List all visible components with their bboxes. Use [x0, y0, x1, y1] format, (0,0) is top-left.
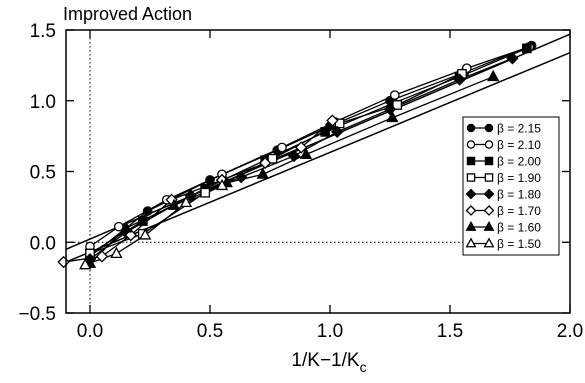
data-point-s5-3	[184, 189, 197, 202]
data-point-s5-4	[235, 170, 248, 184]
legend-label-3: β = 2.00	[497, 155, 541, 169]
legend-marker-3b	[484, 156, 494, 166]
data-point-s4-4	[267, 153, 278, 164]
data-point-s3-8	[521, 43, 532, 54]
data-point-s8-1	[79, 258, 92, 270]
legend-marker-5a	[465, 188, 477, 200]
legend-label-1: β = 2.15	[497, 122, 541, 136]
data-point-s8-3	[139, 228, 152, 240]
data-point-s1-2	[142, 206, 153, 216]
legend-marker-7b	[483, 220, 495, 231]
legend-marker-4a	[466, 173, 476, 182]
data-point-s1-3	[205, 175, 215, 185]
data-point-s5-6	[331, 125, 344, 139]
legend-marker-1b	[484, 123, 494, 133]
data-point-s3-2	[137, 216, 148, 226]
y-tick-label: 1.0	[30, 92, 56, 113]
x-tick-label: 1.5	[437, 321, 463, 342]
legend-label-5: β = 1.80	[497, 188, 541, 202]
x-axis-label-subscript: c	[360, 359, 367, 375]
series-line-1	[89, 44, 532, 257]
legend-label-6: β = 1.70	[497, 204, 541, 218]
legend-label-4: β = 1.90	[497, 171, 541, 185]
x-tick-label: 1.0	[317, 321, 343, 342]
fit-line-1	[65, 51, 571, 263]
legend-label-8: β = 1.50	[497, 237, 541, 251]
legend-marker-6a	[465, 205, 477, 216]
legend-marker-2b	[484, 140, 494, 149]
data-point-s2-5	[277, 142, 287, 153]
data-point-s5-9	[506, 52, 519, 65]
data-point-s7-3	[167, 198, 181, 210]
legend-label-2: β = 2.10	[497, 138, 541, 152]
legend-marker-8a	[465, 237, 477, 248]
data-point-s6-2	[95, 250, 109, 263]
legend-marker-6b	[483, 205, 495, 216]
x-tick-label: 2.0	[557, 321, 583, 342]
series-line-7	[89, 76, 494, 264]
data-point-s5-5	[287, 149, 301, 163]
data-point-s8-4	[179, 195, 193, 208]
data-point-s3-5	[320, 127, 331, 137]
legend-marker-8b	[483, 237, 495, 248]
legend-box	[462, 116, 560, 256]
legend-marker-7a	[465, 220, 477, 231]
data-point-s8-5	[215, 178, 229, 191]
data-point-s6-1	[57, 255, 70, 269]
data-point-s7-6	[299, 147, 313, 159]
y-tick-label: −0.5	[18, 304, 56, 325]
legend-marker-1a	[466, 123, 476, 133]
legend-marker-3a	[466, 156, 476, 166]
y-tick-label: 0.5	[30, 163, 56, 184]
data-point-s8-2	[110, 246, 123, 259]
x-tick-label: 0.5	[197, 321, 223, 342]
data-point-s7-5	[256, 167, 269, 179]
data-point-s6-8	[326, 114, 339, 127]
data-point-s2-2	[113, 221, 124, 232]
data-point-s6-7	[295, 141, 308, 154]
legend-marker-4b	[484, 173, 494, 182]
x-axis-label: 1/K−1/Kc	[291, 350, 366, 375]
data-point-s6-6	[259, 156, 272, 170]
data-point-s5-8	[453, 73, 466, 86]
x-axis-label-main: 1/K−1/K	[291, 350, 359, 371]
x-tick-label: 0.0	[77, 321, 103, 342]
data-point-s7-8	[487, 69, 500, 82]
data-point-s6-3	[124, 229, 137, 242]
legend-marker-5b	[483, 188, 495, 200]
plot-area: 0.0 0.5 1.0 1.5 2.0 −0.5 0.0 0.5 1.0 1.5	[18, 21, 583, 342]
data-point-s4-6	[392, 100, 403, 110]
y-tick-label: 0.0	[30, 233, 56, 254]
chart-title: Improved Action	[63, 4, 192, 24]
data-point-s7-7	[386, 110, 399, 123]
y-tick-label: 1.5	[30, 21, 56, 42]
legend: β = 2.15 β = 2.10 β = 2.00 β = 1.90 β = 1.80…	[462, 116, 560, 256]
data-point-s4-3	[200, 187, 211, 198]
data-point-s2-7	[389, 90, 400, 100]
legend-marker-2a	[466, 140, 476, 149]
legend-label-7: β = 1.60	[497, 221, 541, 235]
data-point-s7-2	[119, 221, 133, 233]
series-line-6	[63, 120, 333, 263]
